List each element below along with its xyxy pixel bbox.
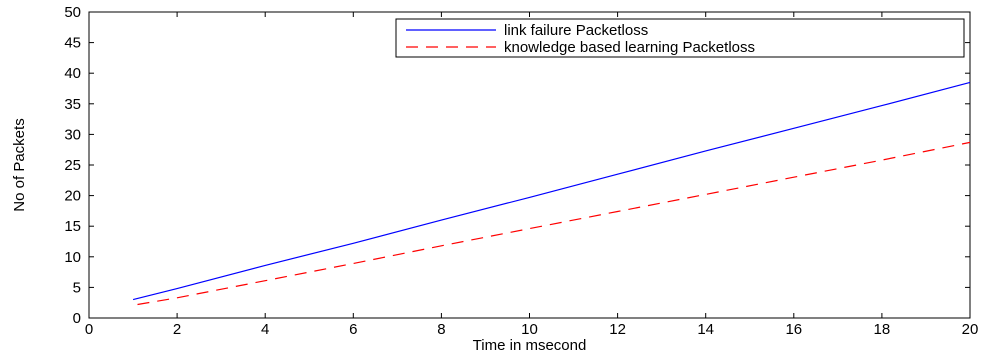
y-tick-label: 10	[64, 249, 81, 266]
x-tick-label: 8	[437, 321, 445, 338]
x-tick-label: 4	[261, 321, 269, 338]
x-tick-label: 16	[785, 321, 802, 338]
y-tick-label: 50	[64, 4, 81, 21]
y-tick-label: 20	[64, 188, 81, 205]
y-axis-label: No of Packets	[11, 118, 28, 211]
y-tick-label: 30	[64, 126, 81, 143]
x-axis-label: Time in msecond	[473, 337, 587, 354]
y-tick-label: 45	[64, 35, 81, 52]
legend-box	[395, 18, 965, 58]
x-tick-label: 0	[85, 321, 93, 338]
x-tick-label: 10	[521, 321, 538, 338]
x-tick-label: 18	[874, 321, 891, 338]
x-tick-label: 20	[962, 321, 979, 338]
y-tick-label: 15	[64, 218, 81, 235]
y-tick-label: 0	[73, 310, 81, 327]
legend-label-2: knowledge based learning Packetloss	[504, 39, 755, 56]
series-group	[132, 81, 971, 306]
series-line-1	[132, 81, 971, 301]
y-tick-label: 35	[64, 96, 81, 113]
y-tick-label: 40	[64, 65, 81, 82]
y-tick-label: 5	[73, 279, 81, 296]
ticks-group: 0 2 4 6 8 10 12 14 16 18 20 0 5 10 15 20 25 30 35 40 45 50	[64, 4, 978, 338]
x-tick-label: 2	[173, 321, 181, 338]
legend-label-1: link failure Packetloss	[504, 22, 648, 39]
x-tick-label: 6	[349, 321, 357, 338]
plot-area	[88, 11, 971, 319]
y-tick-label: 25	[64, 157, 81, 174]
x-tick-label: 14	[697, 321, 714, 338]
x-tick-label: 12	[609, 321, 626, 338]
